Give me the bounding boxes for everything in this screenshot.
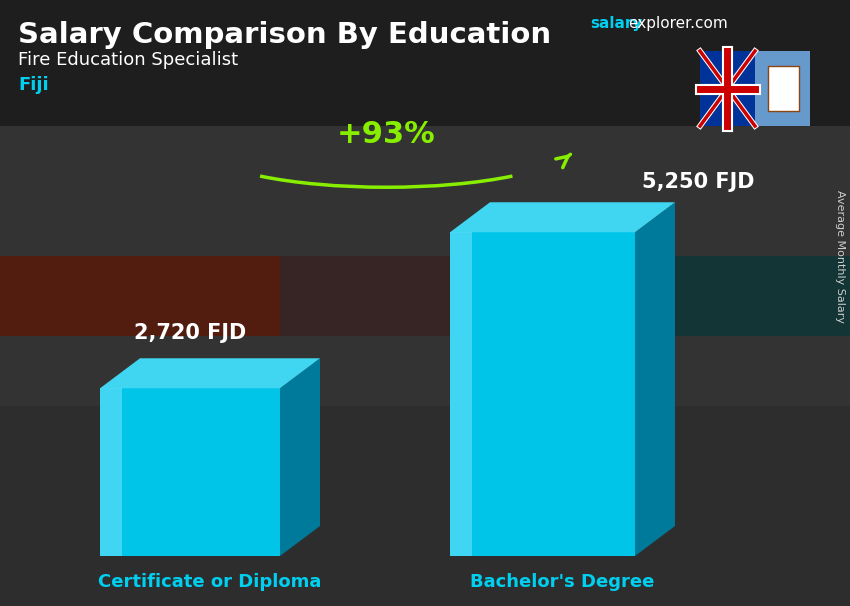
Polygon shape <box>450 232 635 556</box>
Text: 2,720 FJD: 2,720 FJD <box>133 323 246 343</box>
Text: Bachelor's Degree: Bachelor's Degree <box>470 573 654 591</box>
Bar <box>0 406 850 606</box>
Text: Average Monthly Salary: Average Monthly Salary <box>835 190 845 322</box>
Text: Certificate or Diploma: Certificate or Diploma <box>99 573 321 591</box>
Text: explorer.com: explorer.com <box>628 16 728 31</box>
Bar <box>768 66 799 111</box>
Bar <box>0 256 280 336</box>
Text: Fiji: Fiji <box>18 76 48 94</box>
Bar <box>600 256 850 336</box>
Polygon shape <box>100 388 280 556</box>
Text: 5,250 FJD: 5,250 FJD <box>643 172 755 192</box>
Polygon shape <box>280 358 320 556</box>
Bar <box>700 51 810 126</box>
Bar <box>0 126 850 406</box>
Polygon shape <box>100 358 320 388</box>
Polygon shape <box>100 388 122 556</box>
Bar <box>0 0 850 126</box>
Polygon shape <box>635 202 675 556</box>
Bar <box>0 256 850 336</box>
Text: Fire Education Specialist: Fire Education Specialist <box>18 51 238 69</box>
Text: salary: salary <box>590 16 643 31</box>
Text: Salary Comparison By Education: Salary Comparison By Education <box>18 21 551 49</box>
Polygon shape <box>450 202 675 232</box>
Bar <box>755 51 810 126</box>
Polygon shape <box>450 232 473 556</box>
Bar <box>700 51 755 126</box>
Text: +93%: +93% <box>337 120 435 148</box>
